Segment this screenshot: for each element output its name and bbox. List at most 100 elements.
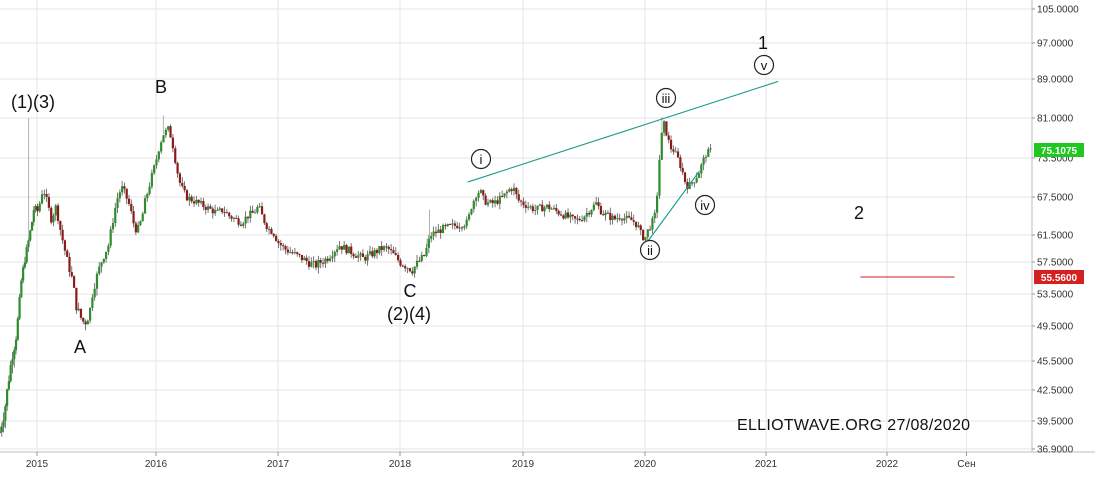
wave-label-2-4: (2)(4) <box>387 304 431 324</box>
candle-body <box>676 151 680 158</box>
candle-body <box>277 240 280 243</box>
candle-body <box>531 206 534 211</box>
time-tick-label: 2022 <box>876 459 899 470</box>
candle-body <box>13 350 16 360</box>
price-tick-label: 36.9000 <box>1037 445 1074 456</box>
candle-body <box>11 359 14 365</box>
candle-body <box>246 216 250 219</box>
candle-body <box>326 258 329 261</box>
trendline[interactable] <box>644 170 700 246</box>
roman-label-iv-text: iv <box>700 198 710 213</box>
candle-body <box>508 189 511 192</box>
candle-body <box>361 253 365 258</box>
candle-body <box>199 201 203 203</box>
candle-body <box>707 149 710 157</box>
candle-body <box>618 218 621 220</box>
candle-body <box>305 257 308 261</box>
candle-body <box>317 260 320 268</box>
candle-body <box>141 213 144 222</box>
last-price-badge: 75.1075 <box>1034 143 1084 157</box>
time-axis[interactable]: 2015 2016 2017 2018 2019 2020 2021 2022 Сен <box>26 452 976 470</box>
candle-body <box>693 182 696 184</box>
candle-body <box>453 223 456 226</box>
candle-body <box>559 214 563 216</box>
candle-body <box>597 202 600 207</box>
time-tick-label: 2020 <box>634 459 657 470</box>
candle-body <box>529 206 532 208</box>
price-axis[interactable]: 105.0000 97.0000 89.0000 81.0000 73.5000 67.5… <box>1032 5 1079 456</box>
candle-body <box>23 262 27 268</box>
candle-body <box>373 249 376 257</box>
price-tick-label: 105.0000 <box>1037 5 1079 16</box>
roman-label-iv-circle <box>694 194 716 216</box>
candle-body <box>350 246 353 255</box>
candle-body <box>25 247 28 263</box>
candle-body <box>387 246 390 250</box>
candle-body <box>181 182 184 186</box>
candle-body <box>307 260 311 267</box>
candle-body <box>550 208 553 210</box>
candle-body <box>70 272 73 277</box>
candle-body <box>130 203 133 212</box>
candle-body <box>425 247 428 256</box>
roman-label-iii-circle <box>655 87 677 109</box>
candle-body <box>702 157 705 165</box>
candle-body <box>116 198 119 208</box>
candle-body <box>256 206 259 213</box>
candle-body <box>111 223 115 230</box>
price-tick-label: 49.5000 <box>1037 322 1074 333</box>
candle-body <box>338 246 341 250</box>
candle-body <box>216 209 219 211</box>
candle-body <box>134 223 137 233</box>
candle-body <box>260 206 264 215</box>
candle-body <box>84 321 87 325</box>
candle-body <box>479 190 482 193</box>
candle-body <box>174 148 177 163</box>
candle-body <box>30 221 34 231</box>
candle-body <box>192 201 196 204</box>
candle-body <box>632 220 635 222</box>
candle-body <box>357 255 360 258</box>
candle-body <box>573 216 577 219</box>
wave-label-b: B <box>155 77 167 97</box>
candle-body <box>503 193 506 197</box>
candle-body <box>552 207 556 209</box>
candle-body <box>6 389 9 407</box>
candle-body <box>695 178 698 183</box>
candle-body <box>681 168 684 173</box>
target-price-badge-text: 55.5600 <box>1041 273 1078 284</box>
candle-body <box>583 216 586 221</box>
candle-body <box>489 200 492 203</box>
trendline[interactable] <box>467 80 779 183</box>
roman-label-ii-circle <box>639 239 661 261</box>
roman-label-v: v <box>753 54 775 76</box>
candle-body <box>63 240 67 251</box>
candle-body <box>498 195 501 204</box>
price-tick-label: 81.0000 <box>1037 114 1074 125</box>
candle-body <box>491 200 494 204</box>
candle-body <box>590 210 593 215</box>
candle-body <box>162 135 165 143</box>
candle-body <box>392 250 395 254</box>
roman-label-iv: iv <box>694 194 716 216</box>
candle-body <box>520 200 523 202</box>
candle-body <box>86 320 89 325</box>
candle-body <box>340 246 343 250</box>
time-tick-label: 2019 <box>512 459 535 470</box>
candle-body <box>14 339 18 351</box>
candle-body <box>188 196 191 201</box>
candle-body <box>190 196 193 202</box>
candle-body <box>34 206 37 211</box>
candle-body <box>463 226 466 228</box>
candle-body <box>444 224 447 226</box>
candle-body <box>578 218 581 221</box>
candle-body <box>545 204 549 208</box>
candle-body <box>206 206 210 210</box>
candle-body <box>45 194 48 197</box>
price-tick-label: 89.0000 <box>1037 75 1074 86</box>
candle-body <box>345 244 348 254</box>
candle-body <box>653 212 656 219</box>
candle-body <box>672 149 675 152</box>
candle-body <box>61 229 64 241</box>
